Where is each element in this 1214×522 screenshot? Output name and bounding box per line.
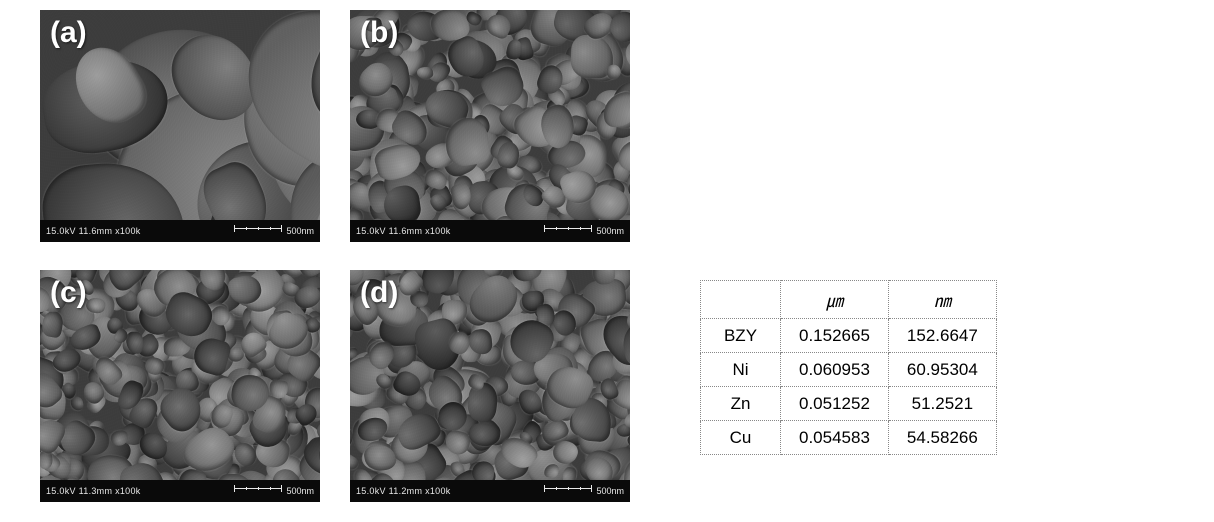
scalebar-icon	[544, 488, 592, 494]
scalebar-icon	[234, 488, 282, 494]
panel-d: (d) 15.0kV 11.2mm x100k 500nm	[350, 270, 630, 502]
cell-um: 0.060953	[781, 353, 889, 387]
table-header-blank	[701, 281, 781, 319]
table-row: Zn 0.051252 51.2521	[701, 387, 997, 421]
panel-d-label: (d)	[360, 276, 398, 310]
row-label: Zn	[701, 387, 781, 421]
panel-d-infobar: 15.0kV 11.2mm x100k 500nm	[350, 480, 630, 502]
panel-a: (a) 15.0kV 11.6mm x100k 500nm	[40, 10, 320, 242]
sem-image-grid: (a) 15.0kV 11.6mm x100k 500nm (b) 15.0kV…	[40, 10, 630, 502]
table-header-um: ㎛	[781, 281, 889, 319]
panel-c-info-left: 15.0kV 11.3mm x100k	[46, 486, 141, 496]
row-label: Ni	[701, 353, 781, 387]
cell-nm: 51.2521	[888, 387, 996, 421]
panel-a-infobar: 15.0kV 11.6mm x100k 500nm	[40, 220, 320, 242]
panel-d-scale-label: 500nm	[596, 486, 624, 496]
cell-nm: 54.58266	[888, 421, 996, 455]
panel-c-infobar: 15.0kV 11.3mm x100k 500nm	[40, 480, 320, 502]
grain-size-table: ㎛ ㎚ BZY 0.152665 152.6647 Ni 0.060953 60…	[700, 280, 997, 455]
table-header-nm: ㎚	[888, 281, 996, 319]
panel-a-scale-label: 500nm	[286, 226, 314, 236]
row-label: Cu	[701, 421, 781, 455]
scalebar-icon	[234, 228, 282, 234]
panel-a-scale: 500nm	[234, 226, 314, 236]
cell-nm: 60.95304	[888, 353, 996, 387]
cell-nm: 152.6647	[888, 319, 996, 353]
cell-um: 0.152665	[781, 319, 889, 353]
table-header-row: ㎛ ㎚	[701, 281, 997, 319]
panel-b-label: (b)	[360, 16, 398, 50]
panel-b-info-left: 15.0kV 11.6mm x100k	[356, 226, 451, 236]
table-row: Cu 0.054583 54.58266	[701, 421, 997, 455]
row-label: BZY	[701, 319, 781, 353]
panel-b: (b) 15.0kV 11.6mm x100k 500nm	[350, 10, 630, 242]
panel-d-info-left: 15.0kV 11.2mm x100k	[356, 486, 451, 496]
panel-b-scale: 500nm	[544, 226, 624, 236]
panel-c-label: (c)	[50, 276, 87, 310]
panel-c-scale-label: 500nm	[286, 486, 314, 496]
table-row: BZY 0.152665 152.6647	[701, 319, 997, 353]
panel-a-label: (a)	[50, 16, 87, 50]
panel-b-infobar: 15.0kV 11.6mm x100k 500nm	[350, 220, 630, 242]
panel-c: (c) 15.0kV 11.3mm x100k 500nm	[40, 270, 320, 502]
table-row: Ni 0.060953 60.95304	[701, 353, 997, 387]
panel-c-scale: 500nm	[234, 486, 314, 496]
scalebar-icon	[544, 228, 592, 234]
panel-d-scale: 500nm	[544, 486, 624, 496]
panel-b-scale-label: 500nm	[596, 226, 624, 236]
cell-um: 0.051252	[781, 387, 889, 421]
panel-a-info-left: 15.0kV 11.6mm x100k	[46, 226, 141, 236]
cell-um: 0.054583	[781, 421, 889, 455]
